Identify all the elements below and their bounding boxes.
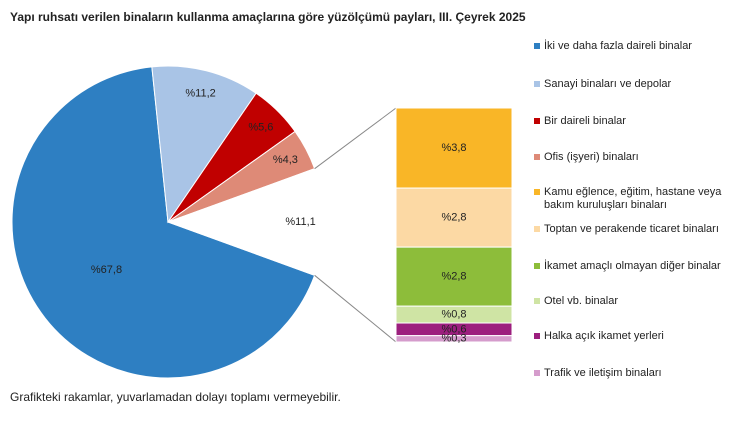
bar-label: %2,8 <box>441 212 466 224</box>
pie-slice <box>151 65 257 224</box>
connector <box>314 274 397 343</box>
legend-entry: İkamet amaçlı olmayan diğer binalar <box>534 260 744 273</box>
legend-swatch <box>534 43 540 49</box>
pie-slice <box>11 66 316 379</box>
bar-label: %0,6 <box>441 323 466 335</box>
legend-swatch <box>534 370 540 376</box>
bar-segment <box>395 187 513 248</box>
bar-segment <box>395 335 513 343</box>
legend-label: Bir daireli binalar <box>544 115 626 127</box>
legend-entry: Trafik ve iletişim binaları <box>534 367 744 380</box>
bar-label: %2,8 <box>441 271 466 283</box>
legend-label: Otel vb. binalar <box>544 295 618 307</box>
legend-entry: Toptan ve perakende ticaret binaları <box>534 223 744 236</box>
note: Grafikteki rakamlar, yuvarlamadan dolayı… <box>10 390 341 404</box>
slice-label: %67,8 <box>91 264 122 276</box>
legend-label: Ofis (işyeri) binaları <box>544 151 639 163</box>
legend-entry: Ofis (işyeri) binaları <box>534 151 744 164</box>
slice-label: %11,2 <box>185 87 215 99</box>
bar-label: %0,8 <box>441 309 466 321</box>
legend-label: Kamu eğlence, eğitim, hastane veya bakım… <box>544 186 722 211</box>
legend-label: İki ve daha fazla daireli binalar <box>544 40 692 52</box>
legend-label: Sanayi binaları ve depolar <box>544 78 672 90</box>
legend-swatch <box>534 118 540 124</box>
legend-label: Toptan ve perakende ticaret binaları <box>544 223 719 235</box>
legend-swatch <box>534 81 540 87</box>
legend-label: Trafik ve iletişim binaları <box>544 367 662 379</box>
legend-swatch <box>534 298 540 304</box>
legend-entry: İki ve daha fazla daireli binalar <box>534 40 744 53</box>
bar-segment <box>395 246 513 307</box>
legend-entry: Kamu eğlence, eğitim, hastane veya bakım… <box>534 186 744 212</box>
legend-entry: Bir daireli binalar <box>534 115 744 128</box>
bar-segment <box>395 107 513 189</box>
connector <box>314 107 397 170</box>
bar-label: %3,8 <box>441 142 466 154</box>
slice-label: %4,3 <box>273 154 298 166</box>
chart-title: Yapı ruhsatı verilen binaların kullanma … <box>10 10 526 24</box>
legend-entry: Sanayi binaları ve depolar <box>534 78 744 91</box>
legend-entry: Otel vb. binalar <box>534 295 744 308</box>
legend-swatch <box>534 189 540 195</box>
slice-label: %5,6 <box>248 121 273 133</box>
legend-swatch <box>534 333 540 339</box>
legend-label: Halka açık ikamet yerleri <box>544 330 664 342</box>
slice-label: %11,1 <box>285 216 315 228</box>
pie-slice <box>166 168 325 276</box>
legend-swatch <box>534 154 540 160</box>
legend-swatch <box>534 263 540 269</box>
legend-entry: Halka açık ikamet yerleri <box>534 330 744 343</box>
legend-label: İkamet amaçlı olmayan diğer binalar <box>544 260 721 272</box>
bar-label: %0,3 <box>441 333 466 345</box>
legend-swatch <box>534 226 540 232</box>
